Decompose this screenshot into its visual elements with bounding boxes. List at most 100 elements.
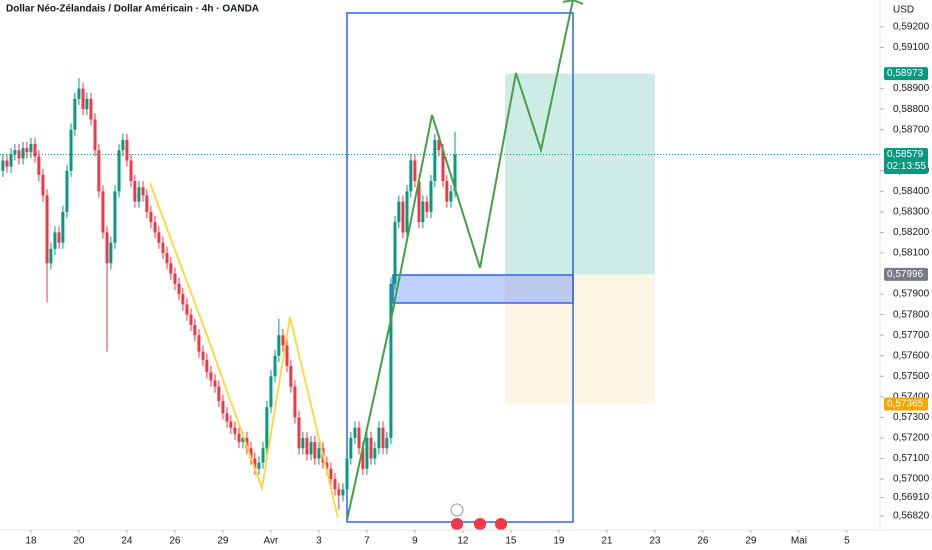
y-tick-label: 0,59100 [893, 42, 930, 53]
candle-body [125, 139, 129, 161]
stop-zone [505, 274, 655, 405]
event-icon[interactable] [451, 518, 463, 530]
y-tick-label: 0,58800 [893, 104, 930, 115]
candle-body [433, 139, 437, 182]
candle-body [213, 380, 217, 387]
x-tick-label: Avr [264, 536, 279, 547]
candle-body [121, 139, 125, 151]
price-tag-box [884, 267, 928, 281]
candle-body [157, 232, 161, 243]
candle-body [413, 160, 417, 182]
candle-body [389, 283, 393, 438]
candle-body [333, 479, 337, 490]
event-icon[interactable] [495, 518, 507, 530]
candle-body [81, 88, 85, 110]
candle-body [53, 232, 57, 249]
candle-body [449, 191, 453, 202]
candle-body [229, 421, 233, 428]
candle-body [141, 187, 145, 196]
candle-body [273, 355, 277, 377]
price-tag: 0,58973 [884, 67, 928, 81]
x-tick-label: 21 [601, 536, 613, 547]
candle-body [377, 427, 381, 449]
price-tag-box [884, 397, 928, 411]
candle-body [313, 442, 317, 459]
y-tick-label: 0,57700 [893, 330, 930, 341]
x-tick-label: 24 [121, 536, 133, 547]
x-tick-label: Mai [791, 536, 807, 547]
y-tick-label: 0,58100 [893, 248, 930, 259]
candle-body [337, 489, 341, 496]
price-tag-label: 0,57365 [887, 399, 924, 410]
target-zone [505, 73, 655, 275]
projection-arrow [562, 0, 584, 5]
candle-body [205, 359, 209, 373]
price-tag-label: 02:13:55 [887, 161, 926, 172]
candle-body [445, 181, 449, 202]
y-tick-label: 0,56820 [893, 511, 930, 522]
candle-body [417, 181, 421, 223]
candle-body [33, 144, 37, 157]
candle-body [285, 345, 289, 367]
candle-body [161, 242, 165, 253]
currency-label: USD [893, 5, 914, 16]
y-tick-label: 0,57200 [893, 433, 930, 444]
y-tick-label: 0,57000 [893, 474, 930, 485]
candle-body [21, 148, 25, 159]
candle-body [85, 98, 89, 110]
candle-body [109, 242, 113, 264]
candle-body [365, 437, 369, 469]
candle-body [73, 98, 77, 130]
candle-body [397, 201, 401, 223]
y-tick-label: 0,57300 [893, 412, 930, 423]
y-tick-label: 0,57500 [893, 371, 930, 382]
candle-body [369, 437, 373, 459]
candle-body [405, 191, 409, 233]
y-tick-label: 0,58700 [893, 124, 930, 135]
candle-body [105, 232, 109, 264]
candle-body [97, 150, 101, 192]
x-tick-label: 5 [844, 536, 850, 547]
candle-body [269, 376, 273, 408]
candle-body [149, 211, 153, 223]
candle-body [421, 201, 425, 223]
x-tick-label: 26 [697, 536, 709, 547]
candle-body [69, 129, 73, 171]
x-tick-label: 15 [505, 536, 517, 547]
candle-body [225, 413, 229, 422]
candle-body [65, 170, 69, 212]
candle-body [277, 335, 281, 356]
candle-body [169, 263, 173, 274]
y-tick-label: 0,58900 [893, 83, 930, 94]
candle-body [437, 139, 441, 151]
candle-body [257, 462, 261, 469]
x-tick-label: 3 [316, 536, 322, 547]
event-icon[interactable] [474, 518, 486, 530]
y-tick-label: 0,59200 [893, 22, 930, 33]
candle-body [165, 252, 169, 264]
candle-body [233, 427, 237, 434]
candle-body [61, 211, 65, 243]
candle-body [193, 324, 197, 336]
event-icon[interactable] [450, 503, 464, 517]
candle-body [409, 160, 413, 192]
event-icons [450, 503, 507, 530]
price-tag-label: 0,58973 [887, 68, 924, 79]
candle-body [133, 181, 137, 202]
candle-body [353, 427, 357, 438]
candle-body [93, 119, 97, 151]
candle-body [349, 437, 353, 459]
zigzag [149, 182, 339, 519]
x-tick-label: 12 [457, 536, 469, 547]
candle-body [173, 273, 177, 284]
y-tick-label: 0,57600 [893, 350, 930, 361]
price-tag-box [884, 67, 928, 81]
candle-body [45, 195, 49, 264]
candle-body [253, 458, 257, 469]
candle-body [293, 386, 297, 418]
projection-path [346, 0, 574, 521]
candle-body [77, 88, 81, 99]
candle-body [29, 144, 33, 153]
